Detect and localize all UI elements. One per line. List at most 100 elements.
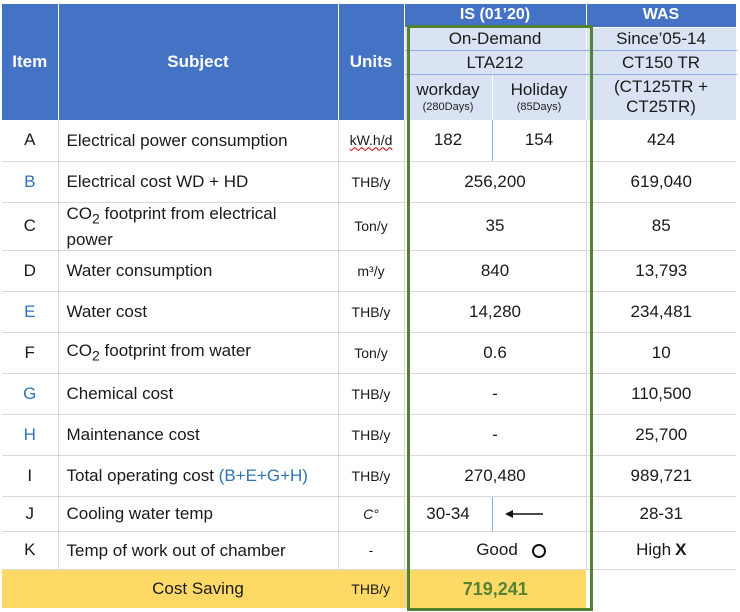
- row-unit-text: kW.h/d: [349, 132, 393, 149]
- workday-header: workday (280Days): [404, 74, 493, 120]
- footer-row: Cost Saving THB/y 719,241: [2, 568, 737, 609]
- row-is: 840: [404, 250, 587, 292]
- was-model: CT150 TR: [586, 50, 737, 75]
- row-was: 424: [585, 120, 737, 162]
- row-unit: Ton/y: [338, 332, 405, 374]
- circle-icon: [531, 543, 546, 558]
- header-subject: Subject: [58, 4, 339, 120]
- was-model-detail-line2: CT25TR): [626, 97, 696, 117]
- table-row: K Temp of work out of chamber - Good Hig…: [2, 531, 737, 570]
- footer-label: Cost Saving: [58, 568, 338, 609]
- holiday-label: Holiday: [510, 80, 568, 100]
- was-model-detail-line1: (CT125TR +: [614, 77, 709, 97]
- subject-rest: footprint from electrical: [99, 203, 277, 223]
- row-was: High X: [585, 531, 737, 570]
- header-item: Item: [2, 4, 59, 120]
- row-is: 30-34: [404, 496, 493, 532]
- is-mode: On-Demand: [404, 27, 587, 52]
- table-row: I Total operating cost (B+E+G+H) THB/y 2…: [2, 455, 737, 497]
- row-was: 10: [585, 332, 737, 374]
- row-is: -: [404, 373, 587, 415]
- row-is: 35: [404, 202, 587, 251]
- row-is-holiday: 154: [492, 120, 587, 162]
- row-is: 256,200: [404, 161, 587, 203]
- row-was: 28-31: [585, 496, 737, 532]
- row-subject: CO2 footprint from electrical power: [58, 202, 339, 251]
- row-item: F: [2, 332, 59, 374]
- is-model: LTA212: [404, 50, 587, 75]
- row-item: C: [2, 202, 59, 251]
- row-subject: Maintenance cost: [58, 414, 339, 456]
- row-unit: THB/y: [338, 373, 405, 415]
- footer-unit: THB/y: [338, 568, 405, 609]
- row-was: 619,040: [585, 161, 737, 203]
- table-row: G Chemical cost THB/y - 110,500: [2, 373, 737, 415]
- row-item: E: [2, 291, 59, 333]
- row-unit: THB/y: [338, 161, 405, 203]
- row-unit: Ton/y: [338, 202, 405, 251]
- table-row: F CO2 footprint from water Ton/y 0.6 10: [2, 332, 737, 374]
- row-item: G: [2, 373, 59, 415]
- subject-co: CO: [66, 203, 93, 223]
- row-subject: Electrical power consumption: [58, 120, 339, 162]
- row-subject: Electrical cost WD + HD: [58, 161, 339, 203]
- row-item: B: [2, 161, 59, 203]
- row-subject: CO2 footprint from water: [58, 332, 339, 374]
- row-was: 110,500: [585, 373, 737, 415]
- table-row: A Electrical power consumption kW.h/d 18…: [2, 120, 737, 162]
- row-item: I: [2, 455, 59, 497]
- header-units: Units: [338, 4, 405, 120]
- footer-value: 719,241: [404, 568, 587, 609]
- subject-formula: (B+E+G+H): [218, 466, 308, 486]
- row-is: -: [404, 414, 587, 456]
- table-row: B Electrical cost WD + HD THB/y 256,200 …: [2, 161, 737, 203]
- subject-co: CO: [66, 340, 93, 360]
- header-is: IS (01’20): [404, 4, 587, 28]
- row-is: 270,480: [404, 455, 587, 497]
- table-row: H Maintenance cost THB/y - 25,700: [2, 414, 737, 456]
- row-item: A: [2, 120, 59, 162]
- subject-sub: 2: [92, 209, 100, 226]
- row-was: 13,793: [585, 250, 737, 292]
- row-item: D: [2, 250, 59, 292]
- was-model-detail: (CT125TR + CT25TR): [586, 74, 737, 120]
- subject-rest: footprint from water: [99, 340, 251, 360]
- row-was: 989,721: [585, 455, 737, 497]
- row-subject: Temp of work out of chamber: [58, 531, 339, 570]
- row-item: H: [2, 414, 59, 456]
- footer-was-blank: [586, 568, 737, 609]
- row-subject: Cooling water temp: [58, 496, 339, 532]
- row-unit: THB/y: [338, 414, 405, 456]
- x-mark-icon: X: [675, 540, 687, 560]
- subject-sub: 2: [92, 347, 100, 364]
- row-subject: Water consumption: [58, 250, 339, 292]
- row-is-text: Good: [476, 540, 518, 560]
- row-was: 25,700: [585, 414, 737, 456]
- comparison-table-frame: Item Subject Units IS (01’20) WAS On-Dem…: [2, 4, 737, 611]
- table-row: J Cooling water temp C° 30-34 28-31: [2, 496, 737, 532]
- arrow-left-icon: [504, 510, 543, 519]
- row-unit: -: [338, 531, 405, 570]
- row-is-workday: 182: [404, 120, 493, 162]
- comparison-table: Item Subject Units IS (01’20) WAS On-Dem…: [2, 4, 737, 609]
- row-subject: Total operating cost (B+E+G+H): [58, 455, 339, 497]
- row-unit: THB/y: [338, 455, 405, 497]
- row-subject: Chemical cost: [58, 373, 339, 415]
- holiday-header: Holiday (85Days): [491, 74, 587, 120]
- holiday-days: (85Days): [516, 101, 562, 114]
- row-was: 234,481: [585, 291, 737, 333]
- row-was: 85: [585, 202, 737, 251]
- was-since: Since’05-14: [586, 27, 737, 52]
- row-unit: THB/y: [338, 291, 405, 333]
- row-is: 0.6: [404, 332, 587, 374]
- workday-days: (280Days): [422, 101, 474, 114]
- header-was: WAS: [586, 4, 737, 28]
- row-is-note: [492, 496, 587, 532]
- row-item: K: [2, 531, 59, 570]
- table-row: E Water cost THB/y 14,280 234,481: [2, 291, 737, 333]
- row-unit: C°: [338, 496, 405, 532]
- footer-item-blank: [2, 568, 58, 609]
- row-is: 14,280: [404, 291, 587, 333]
- table-row: C CO2 footprint from electrical power To…: [2, 202, 737, 251]
- workday-label: workday: [416, 80, 480, 100]
